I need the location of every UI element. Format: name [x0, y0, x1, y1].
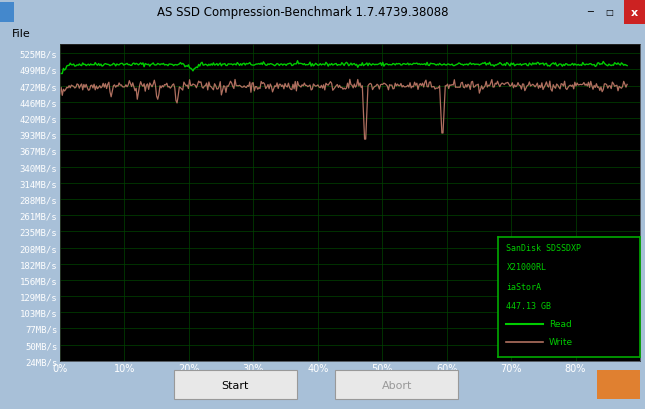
Text: x: x [631, 7, 639, 18]
Text: File: File [12, 29, 30, 39]
FancyBboxPatch shape [174, 370, 297, 399]
Text: AS SSD Compression-Benchmark 1.7.4739.38088: AS SSD Compression-Benchmark 1.7.4739.38… [157, 6, 449, 19]
FancyBboxPatch shape [335, 370, 458, 399]
Bar [624, 0, 645, 25]
Text: Abort: Abort [381, 380, 412, 390]
Text: □: □ [606, 8, 613, 17]
Bar [597, 370, 640, 399]
Bar [0, 2, 14, 22]
Text: ─: ─ [587, 7, 593, 18]
Text: Start: Start [222, 380, 249, 390]
